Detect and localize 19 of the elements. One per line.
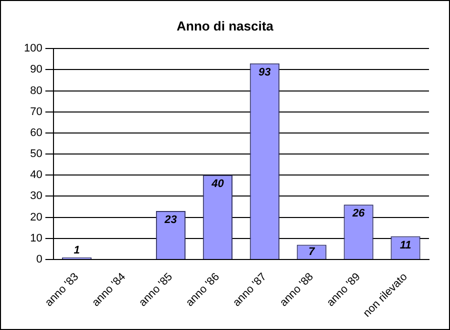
y-tick-label: 20 [30, 211, 42, 224]
data-label: 40 [210, 178, 225, 190]
data-label: 11 [400, 239, 412, 252]
y-tick-label: 60 [30, 126, 42, 139]
y-tick-label: 10 [30, 232, 42, 244]
y-tick-label: 30 [30, 190, 42, 202]
y-tick-label: 80 [30, 84, 42, 97]
data-label: 93 [258, 66, 271, 78]
y-tick-label: 0 [36, 253, 42, 266]
data-label: 1 [74, 244, 80, 256]
y-tick-label: 100 [24, 42, 42, 55]
y-tick-label: 50 [30, 148, 42, 160]
y-tick-label: 90 [30, 64, 42, 76]
y-tick-label: 40 [30, 169, 42, 182]
data-label: 23 [164, 214, 177, 226]
data-label: 26 [351, 208, 366, 220]
y-tick-label: 70 [30, 106, 42, 118]
chart-title: Anno di nascita [176, 18, 274, 34]
data-label: 7 [308, 246, 316, 258]
